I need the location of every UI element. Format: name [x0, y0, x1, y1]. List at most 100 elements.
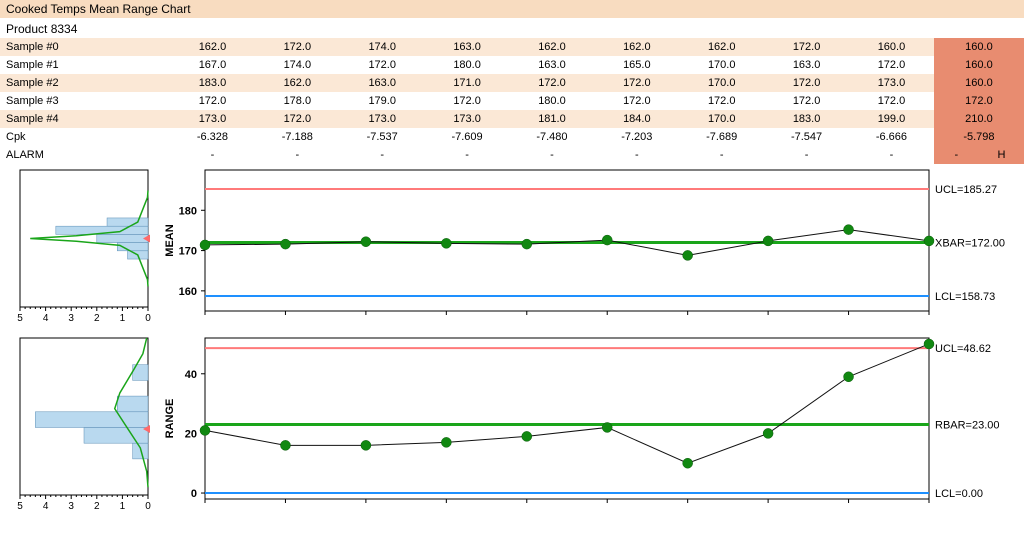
cell: 183.0 [170, 74, 255, 92]
cell: 163.0 [425, 38, 510, 56]
row-label: Sample #0 [0, 38, 170, 56]
cell: 170.0 [679, 74, 764, 92]
cell: -5.798 [934, 128, 1024, 146]
svg-text:LCL=0.00: LCL=0.00 [935, 488, 983, 500]
row-label: Sample #4 [0, 110, 170, 128]
cell: 173.0 [849, 74, 934, 92]
cell: 170.0 [679, 56, 764, 74]
page-title: Cooked Temps Mean Range Chart [0, 0, 1024, 18]
cell: 162.0 [594, 38, 679, 56]
cell: 172.0 [594, 74, 679, 92]
svg-text:170: 170 [179, 246, 197, 258]
svg-text:MEAN: MEAN [164, 224, 176, 256]
cell: 199.0 [849, 110, 934, 128]
row-label: Sample #1 [0, 56, 170, 74]
table-row: Sample #3172.0178.0179.0172.0180.0172.01… [0, 92, 1024, 110]
cell: -7.480 [510, 128, 595, 146]
charts-area: 543210 160170180MEANUCL=185.27XBAR=172.0… [0, 164, 1024, 520]
svg-text:20: 20 [185, 428, 197, 440]
cell: 162.0 [255, 74, 340, 92]
cell: 160.0 [934, 56, 1024, 74]
cell: 184.0 [594, 110, 679, 128]
cell: 172.0 [425, 92, 510, 110]
cell: 172.0 [340, 56, 425, 74]
cell: -6.666 [849, 128, 934, 146]
cell: 173.0 [170, 110, 255, 128]
cell: 210.0 [934, 110, 1024, 128]
cell: 171.0 [425, 74, 510, 92]
cell: 163.0 [764, 56, 849, 74]
cell: 160.0 [849, 38, 934, 56]
svg-text:4: 4 [43, 313, 49, 324]
range-histogram: 543210 [0, 332, 160, 517]
cell: - [679, 146, 764, 164]
svg-text:5: 5 [17, 501, 23, 512]
svg-text:0: 0 [191, 488, 197, 500]
row-label: ALARM [0, 146, 170, 164]
svg-text:40: 40 [185, 369, 197, 381]
cell: 174.0 [340, 38, 425, 56]
svg-text:RANGE: RANGE [164, 399, 176, 439]
cell: -7.547 [764, 128, 849, 146]
product-label: Product 8334 [0, 20, 1024, 38]
svg-text:1: 1 [120, 501, 126, 512]
range-chart: 02040RANGEUCL=48.62RBAR=23.00LCL=0.00 [160, 332, 1024, 517]
cell: 172.0 [849, 56, 934, 74]
range-row: 543210 02040RANGEUCL=48.62RBAR=23.00LCL=… [0, 332, 1024, 520]
cell: 172.0 [764, 74, 849, 92]
cell: - [510, 146, 595, 164]
cell: -7.537 [340, 128, 425, 146]
cell: 170.0 [679, 110, 764, 128]
cell: 179.0 [340, 92, 425, 110]
svg-text:180: 180 [179, 205, 197, 217]
cell: 183.0 [764, 110, 849, 128]
cell: 160.0 [934, 74, 1024, 92]
table-row: Sample #4173.0172.0173.0173.0181.0184.01… [0, 110, 1024, 128]
cell: -7.609 [425, 128, 510, 146]
cell: -7.188 [255, 128, 340, 146]
cell: 163.0 [510, 56, 595, 74]
svg-text:3: 3 [68, 313, 74, 324]
svg-text:4: 4 [43, 501, 49, 512]
cell: 172.0 [170, 92, 255, 110]
cell: 172.0 [255, 38, 340, 56]
cell: 172.0 [255, 110, 340, 128]
alarm-row: ALARM----------H [0, 146, 1024, 164]
svg-text:RBAR=23.00: RBAR=23.00 [935, 419, 1000, 431]
title-text: Cooked Temps Mean Range Chart [6, 2, 191, 16]
alarm-flag: - [934, 146, 979, 164]
cell: 172.0 [679, 92, 764, 110]
cell: 181.0 [510, 110, 595, 128]
mean-row: 543210 160170180MEANUCL=185.27XBAR=172.0… [0, 164, 1024, 332]
cell: 172.0 [510, 74, 595, 92]
data-table: Sample #0162.0172.0174.0163.0162.0162.01… [0, 38, 1024, 164]
svg-text:5: 5 [17, 313, 23, 324]
cell: - [255, 146, 340, 164]
svg-text:UCL=185.27: UCL=185.27 [935, 184, 997, 196]
cell: - [425, 146, 510, 164]
cell: 172.0 [934, 92, 1024, 110]
cell: - [170, 146, 255, 164]
cell: 174.0 [255, 56, 340, 74]
cell: - [340, 146, 425, 164]
cell: 180.0 [425, 56, 510, 74]
svg-text:0: 0 [145, 313, 151, 324]
mean-histogram: 543210 [0, 164, 160, 329]
cell: 172.0 [764, 92, 849, 110]
row-label: Sample #2 [0, 74, 170, 92]
cell: 172.0 [764, 38, 849, 56]
cell: - [764, 146, 849, 164]
svg-text:2: 2 [94, 501, 100, 512]
cell: 178.0 [255, 92, 340, 110]
cell: 163.0 [340, 74, 425, 92]
cell: 167.0 [170, 56, 255, 74]
cell: 162.0 [170, 38, 255, 56]
cell: 173.0 [425, 110, 510, 128]
svg-text:2: 2 [94, 313, 100, 324]
svg-text:LCL=158.73: LCL=158.73 [935, 291, 995, 303]
cell: - [849, 146, 934, 164]
cell: 180.0 [510, 92, 595, 110]
cell: 173.0 [340, 110, 425, 128]
svg-text:XBAR=172.00: XBAR=172.00 [935, 238, 1005, 250]
cell: 162.0 [679, 38, 764, 56]
